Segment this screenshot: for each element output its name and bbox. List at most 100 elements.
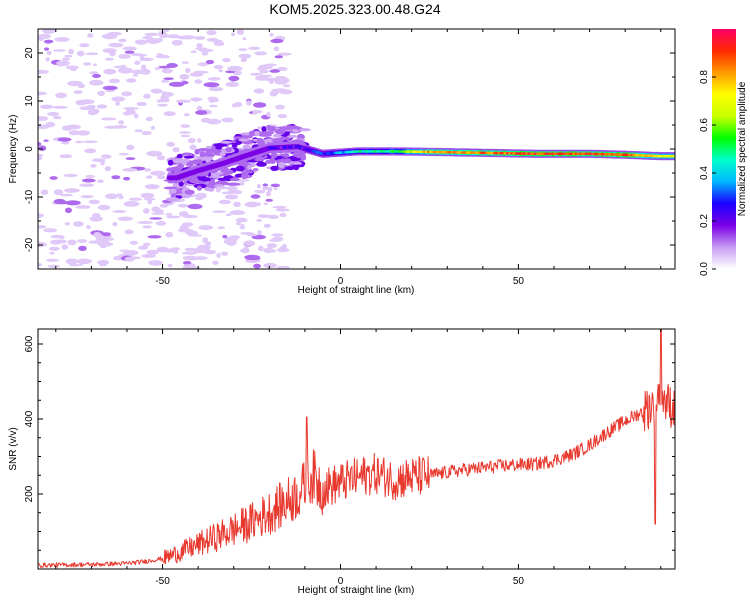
heatmap-noise-cell xyxy=(269,238,280,242)
heatmap-noise-cell xyxy=(180,35,196,40)
heatmap-noise-cell xyxy=(267,186,273,192)
heatmap-cloud-cell xyxy=(241,170,254,174)
heatmap-noise-cell xyxy=(129,240,138,245)
heatmap-noise-cell xyxy=(240,57,247,63)
heatmap-noise-cell xyxy=(275,104,285,110)
heatmap-noise-cell xyxy=(178,40,183,45)
heatmap-noise-cell xyxy=(189,144,197,151)
heatmap-noise-cell xyxy=(65,124,81,130)
heatmap-cloud-cell xyxy=(213,184,225,188)
heatmap-noise-cell xyxy=(116,193,123,197)
heatmap-noise-cell xyxy=(47,264,61,268)
y-tick-label: 400 xyxy=(24,410,35,427)
heatmap-noise-cell xyxy=(168,81,185,87)
heatmap-noise-cell xyxy=(138,245,149,250)
heatmap-cloud-cell xyxy=(265,159,273,164)
heatmap-noise-cell xyxy=(140,64,147,71)
spectrogram-x-label: Height of straight line (km) xyxy=(298,285,415,296)
heatmap-noise-cell xyxy=(43,139,49,142)
heatmap-noise-cell xyxy=(53,198,66,205)
heatmap-noise-cell xyxy=(158,65,171,69)
heatmap-noise-cell xyxy=(129,197,142,201)
heatmap-noise-cell xyxy=(133,113,139,119)
heatmap-noise-cell xyxy=(46,50,52,56)
heatmap-noise-cell xyxy=(240,181,245,186)
heatmap-noise-cell xyxy=(142,208,149,213)
heatmap-noise-cell xyxy=(256,67,266,71)
heatmap-noise-cell xyxy=(225,182,241,186)
heatmap-noise-cell xyxy=(118,152,129,156)
heatmap-noise-cell xyxy=(203,82,220,88)
heatmap-noise-cell xyxy=(277,66,288,71)
heatmap-noise-cell xyxy=(125,157,136,161)
snr-y-ticks: 200 400 600 xyxy=(24,335,675,570)
heatmap-noise-cell xyxy=(266,243,278,249)
heatmap-noise-cell xyxy=(279,89,293,95)
heatmap-noise-cell xyxy=(112,210,127,213)
heatmap-noise-cell xyxy=(258,245,264,252)
heatmap-noise-cell xyxy=(185,67,191,74)
heatmap-noise-cell xyxy=(155,54,170,59)
heatmap-noise-cell xyxy=(89,216,103,222)
heatmap-noise-cell xyxy=(274,55,283,59)
heatmap-noise-cell xyxy=(180,124,191,128)
heatmap-noise-cell xyxy=(113,255,124,261)
heatmap-noise-cell xyxy=(112,222,118,227)
heatmap-noise-cell xyxy=(118,38,127,43)
heatmap-noise-cell xyxy=(144,32,159,37)
heatmap-noise-cell xyxy=(38,263,43,267)
heatmap-noise-cell xyxy=(122,250,139,256)
heatmap-cloud-cell xyxy=(256,161,267,167)
heatmap-noise-cell xyxy=(157,103,168,107)
heatmap-noise-cell xyxy=(147,199,153,205)
heatmap-noise-cell xyxy=(191,97,201,102)
heatmap-noise-cell xyxy=(245,257,261,261)
heatmap-noise-cell xyxy=(224,194,239,200)
heatmap-noise-cell xyxy=(89,71,99,75)
heatmap-noise-cell xyxy=(87,109,98,116)
heatmap-noise-cell xyxy=(255,75,269,81)
x-tick-label: 50 xyxy=(513,276,525,287)
heatmap-cloud-cell xyxy=(168,188,177,194)
heatmap-noise-cell xyxy=(64,54,73,58)
heatmap-noise-cell xyxy=(243,240,256,247)
heatmap-noise-cell xyxy=(235,217,248,223)
heatmap-noise-cell xyxy=(190,50,197,53)
heatmap-noise-cell xyxy=(90,164,97,168)
heatmap-noise-cell xyxy=(236,29,244,35)
y-tick-label: -10 xyxy=(24,189,35,204)
heatmap-noise-cell xyxy=(150,88,163,94)
heatmap-noise-cell xyxy=(195,197,203,201)
heatmap-noise-cell xyxy=(221,117,234,123)
heatmap-noise-cell xyxy=(75,140,84,144)
heatmap-noise-cell xyxy=(161,68,173,74)
colorbar: 0.0 0.2 0.4 0.6 0.8 Normalized spectral ampl… xyxy=(699,29,748,276)
heatmap-cloud-cell xyxy=(247,164,252,170)
heatmap-noise-cell xyxy=(198,225,213,231)
heatmap-noise-cell xyxy=(282,84,291,88)
heatmap-noise-cell xyxy=(215,187,221,193)
heatmap-noise-cell xyxy=(257,230,262,236)
heatmap-noise-cell xyxy=(134,60,141,65)
heatmap-cloud-cell xyxy=(172,158,187,164)
heatmap-cloud-cell xyxy=(283,152,290,159)
heatmap-noise-cell xyxy=(105,193,119,200)
heatmap-noise-cell xyxy=(262,186,269,191)
heatmap-cloud-cell xyxy=(261,126,267,133)
heatmap-noise-cell xyxy=(97,90,105,97)
heatmap-noise-cell xyxy=(84,148,97,154)
heatmap-cloud-cell xyxy=(210,153,215,157)
heatmap-noise-cell xyxy=(73,221,84,227)
snr-frame xyxy=(37,328,676,570)
heatmap-noise-cell xyxy=(44,30,51,34)
heatmap-noise-cell xyxy=(145,116,153,122)
heatmap-cloud-cell xyxy=(254,131,260,137)
heatmap-cloud-cell xyxy=(270,165,279,171)
heatmap-noise-cell xyxy=(248,46,261,50)
heatmap-noise-cell xyxy=(225,81,240,87)
y-tick-label: -20 xyxy=(24,237,35,252)
heatmap-noise-cell xyxy=(92,63,98,67)
heatmap-noise-cell xyxy=(100,117,117,121)
heatmap-noise-cell xyxy=(208,86,224,92)
